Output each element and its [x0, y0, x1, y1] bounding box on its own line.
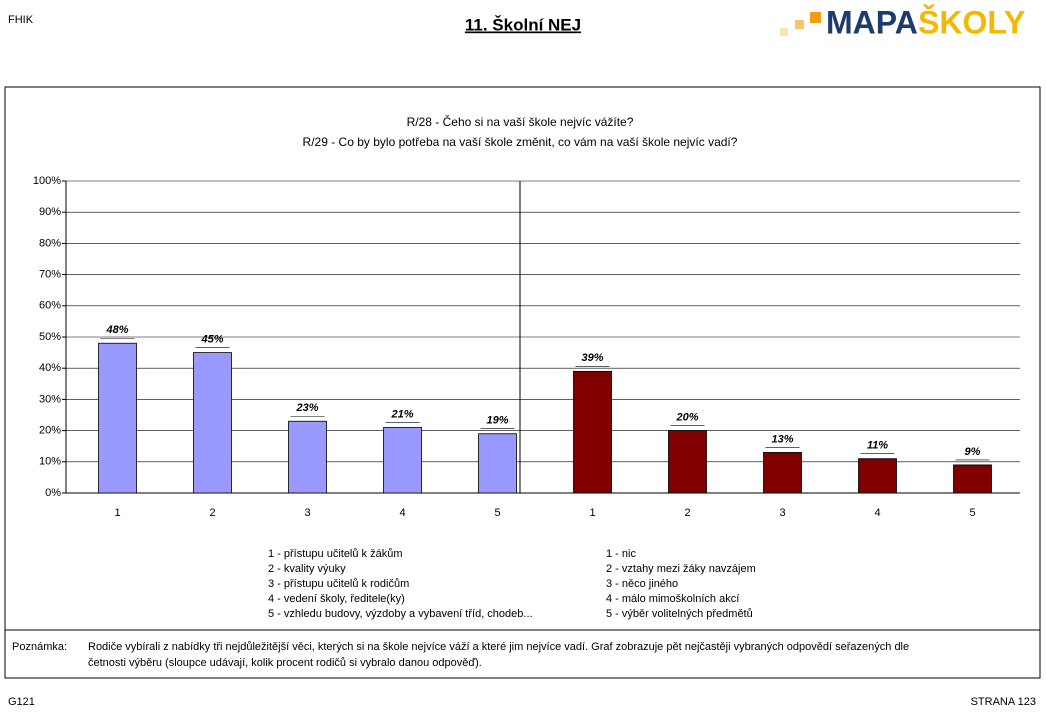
value-label: 13% — [771, 433, 793, 445]
bar — [193, 352, 232, 494]
bar — [478, 433, 517, 494]
legend-entry: 1 - přístupu učitelů k žákům — [268, 548, 403, 560]
value-label: 45% — [200, 334, 223, 346]
y-tick-label: 90% — [39, 206, 61, 218]
bar — [98, 342, 137, 494]
x-tick-label: 1 — [589, 507, 595, 519]
chart-title: R/28 - Čeho si na vaší škole nejvíc váží… — [407, 114, 634, 129]
logo-square — [810, 12, 821, 23]
value-label: 11% — [867, 440, 888, 452]
logo-square — [780, 28, 788, 36]
note-frame — [4, 629, 1041, 679]
logo-text: ŠKOLY — [918, 4, 1025, 40]
x-tick-label: 4 — [874, 507, 880, 519]
chart-title: R/29 - Co by bylo potřeba na vaší škole … — [303, 135, 738, 149]
logo: MAPA ŠKOLY — [780, 4, 1025, 40]
y-tick-label: 70% — [39, 269, 61, 281]
x-tick-label: 3 — [304, 507, 310, 519]
bar — [573, 370, 612, 494]
x-tick-label: 5 — [969, 507, 975, 519]
note-label: Poznámka: — [12, 641, 67, 653]
bar — [668, 430, 707, 494]
legend-entry: 3 - něco jiného — [606, 578, 678, 590]
header-code: FHIK — [8, 14, 34, 26]
value-label: 48% — [105, 324, 128, 336]
bar — [383, 427, 422, 494]
legend-entry: 1 - nic — [606, 548, 636, 560]
y-tick-label: 20% — [39, 425, 61, 437]
legend-entry: 2 - kvality výuky — [268, 563, 346, 575]
value-label: 20% — [675, 412, 698, 424]
logo-text: MAPA — [826, 4, 918, 40]
y-tick-label: 60% — [39, 300, 61, 312]
y-tick-label: 40% — [39, 362, 61, 374]
y-tick-label: 30% — [39, 393, 61, 405]
legend-entry: 2 - vztahy mezi žáky navzájem — [606, 563, 756, 575]
y-tick-label: 50% — [39, 331, 61, 343]
value-label: 19% — [486, 415, 508, 427]
x-tick-label: 2 — [684, 507, 690, 519]
footer-left: G121 — [8, 696, 35, 708]
y-tick-label: 100% — [33, 175, 61, 187]
logo-square — [795, 20, 804, 29]
x-tick-label: 5 — [494, 507, 500, 519]
x-tick-label: 4 — [399, 507, 405, 519]
legend-entry: 5 - vzhledu budovy, výzdoby a vybavení t… — [268, 608, 533, 620]
bar — [288, 420, 327, 494]
note-text: Rodiče vybírali z nabídky tři nejdůležit… — [88, 641, 909, 653]
legend-entry: 4 - málo mimoškolních akcí — [606, 593, 739, 605]
value-label: 39% — [581, 352, 603, 364]
legend-entry: 3 - přístupu učitelů k rodičům — [268, 578, 409, 590]
value-label: 23% — [295, 402, 318, 414]
x-tick-label: 2 — [209, 507, 215, 519]
footer-right: STRANA 123 — [971, 696, 1036, 708]
value-label: 21% — [390, 408, 413, 420]
bar — [763, 452, 802, 494]
value-label: 9% — [965, 446, 981, 458]
y-tick-label: 80% — [39, 237, 61, 249]
bar — [953, 464, 992, 494]
x-tick-label: 1 — [114, 507, 120, 519]
chart-frame — [4, 86, 1041, 631]
legend-entry: 5 - výběr volitelných předmětů — [606, 608, 753, 620]
page-title: 11. Školní NEJ — [465, 15, 581, 34]
y-tick-label: 0% — [45, 487, 61, 499]
note-text: četnosti výběru (sloupce udávají, kolik … — [88, 657, 482, 669]
legend-entry: 4 - vedení školy, ředitele(ky) — [268, 593, 405, 605]
x-tick-label: 3 — [779, 507, 785, 519]
y-tick-label: 10% — [39, 456, 61, 468]
bar — [858, 458, 897, 494]
